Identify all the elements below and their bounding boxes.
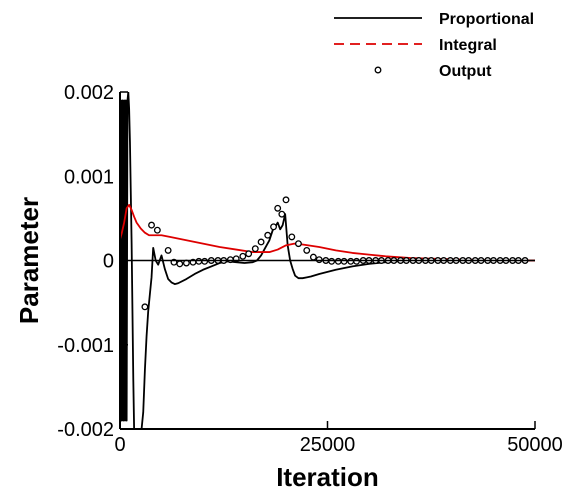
output-point — [303, 246, 311, 254]
output-point — [239, 252, 247, 260]
y-tick-label: -0.001 — [57, 335, 114, 357]
output-point — [340, 257, 348, 265]
y-tick-label: 0.002 — [64, 82, 114, 104]
output-point — [278, 210, 286, 218]
x-tick-label: 25000 — [300, 434, 356, 456]
output-point — [164, 246, 172, 254]
output-point — [353, 257, 360, 265]
output-point — [334, 257, 342, 265]
output-point — [315, 256, 323, 264]
series-line-proportional — [120, 92, 535, 429]
output-point — [245, 250, 253, 258]
output-point — [282, 196, 290, 204]
legend-label-proportional: Proportional — [439, 11, 534, 28]
x-tick-label: 50000 — [507, 434, 563, 456]
series-output — [141, 196, 529, 311]
series-layer — [120, 92, 535, 429]
output-point — [141, 303, 149, 311]
output-point — [148, 221, 155, 229]
output-point — [274, 204, 282, 212]
output-point — [295, 240, 302, 248]
y-axis-title: Parameter — [14, 197, 44, 324]
y-tick-label: 0 — [103, 251, 114, 273]
x-axis-title: Iteration — [276, 462, 379, 492]
legend: Proportional Integral Output — [334, 11, 534, 80]
output-point — [195, 257, 203, 265]
output-point — [226, 256, 234, 264]
output-point — [264, 231, 272, 239]
y-tick-label: -0.002 — [57, 419, 114, 441]
output-point — [153, 226, 161, 234]
output-point — [309, 253, 317, 261]
output-point — [347, 257, 355, 265]
legend-label-output: Output — [439, 63, 492, 80]
y-tick-label: 0.001 — [64, 166, 114, 188]
output-point — [328, 257, 336, 265]
output-point — [251, 245, 259, 253]
output-point — [176, 260, 184, 268]
legend-marker-output — [374, 66, 382, 74]
legend-label-integral: Integral — [439, 37, 497, 54]
series-line-integral — [120, 203, 535, 262]
output-point — [288, 233, 296, 241]
x-tick-label: 0 — [114, 434, 125, 456]
output-point — [270, 223, 277, 231]
output-point — [257, 238, 265, 246]
ticks-layer: 0 25000 50000 -0.002 -0.001 0 0.001 0.002 — [57, 82, 563, 456]
output-point — [201, 257, 209, 265]
